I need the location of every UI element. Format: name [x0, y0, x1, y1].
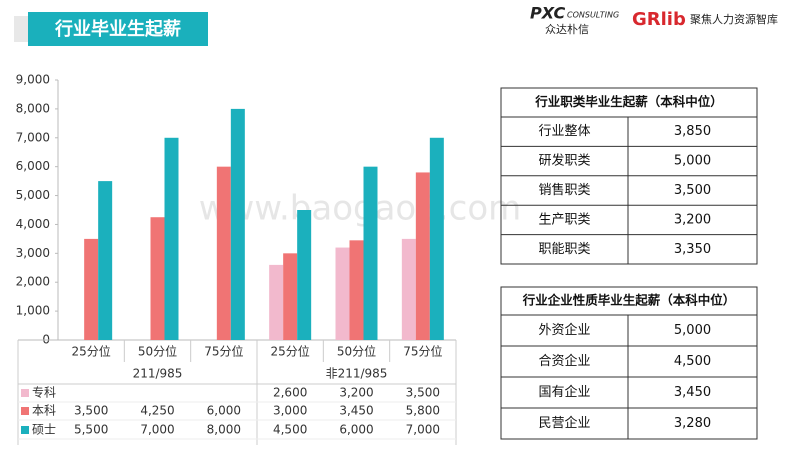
table-cell: 3,450: [674, 385, 711, 400]
page-title: 行业毕业生起薪: [54, 18, 181, 40]
bar: [98, 181, 113, 340]
data-label: 8,000: [207, 423, 241, 437]
data-label: 4,500: [273, 423, 307, 437]
data-label: 3,200: [339, 386, 373, 400]
data-label: 4,250: [140, 404, 174, 418]
table-title: 行业企业性质毕业生起薪（本科中位）: [522, 293, 736, 308]
logo-text: 众达朴信: [545, 22, 589, 36]
x-tick-label: 50分位: [138, 344, 177, 359]
table-title: 行业职类毕业生起薪（本科中位）: [534, 94, 723, 109]
logo-text: 聚焦人力资源智库: [690, 12, 778, 26]
table-cell: 研发职类: [538, 153, 590, 169]
bar: [150, 217, 165, 340]
table-cell: 3,850: [674, 124, 711, 139]
y-tick-label: 4,000: [16, 217, 50, 231]
legend-swatch: [21, 389, 29, 397]
table-cell: 生产职类: [538, 212, 590, 227]
group-label: 211/985: [133, 367, 183, 381]
table-border: [500, 286, 758, 440]
legend-label: 专科: [32, 385, 56, 400]
bar: [349, 240, 364, 340]
bar: [164, 137, 179, 340]
bar: [401, 238, 416, 340]
table-cell: 4,500: [674, 354, 711, 369]
table-cell: 3,280: [674, 416, 711, 431]
legend-swatch: [21, 426, 29, 434]
x-tick-label: 75分位: [204, 344, 243, 359]
x-tick-label: 25分位: [72, 344, 111, 359]
bar: [230, 108, 245, 340]
x-tick-label: 25分位: [271, 344, 310, 359]
data-label: 6,000: [207, 404, 241, 418]
table-cell: 职能职类: [538, 242, 590, 257]
table-cell: 销售职类: [538, 182, 590, 198]
table-cell: 合资企业: [538, 353, 590, 369]
group-label: 非211/985: [326, 367, 388, 381]
y-tick-label: 6,000: [16, 159, 50, 173]
table-cell: 3,350: [674, 242, 711, 257]
bar: [283, 253, 298, 340]
watermark: www.baogao8.com: [199, 189, 522, 229]
table-cell: 3,500: [674, 183, 711, 198]
data-label: 2,600: [273, 386, 307, 400]
table-cell: 3,200: [674, 212, 711, 227]
legend-label: 硕士: [32, 423, 56, 437]
bar: [297, 210, 312, 340]
data-label: 5,500: [74, 423, 108, 437]
bar: [335, 247, 350, 340]
data-label: 3,500: [74, 404, 108, 418]
bar: [269, 264, 284, 340]
y-tick-label: 1,000: [16, 304, 50, 318]
logo-text: CONSULTING: [567, 11, 619, 20]
table-cell: 国有企业: [538, 384, 590, 400]
x-tick-label: 50分位: [337, 344, 376, 359]
bar: [363, 166, 378, 340]
table-cell: 行业整体: [538, 124, 590, 139]
legend-swatch: [21, 407, 29, 415]
data-label: 3,450: [339, 404, 373, 418]
data-label: 7,000: [140, 423, 174, 437]
logo-text: PXC: [530, 4, 565, 23]
data-label: 5,800: [406, 404, 440, 418]
table-cell: 外资企业: [538, 322, 590, 338]
y-tick-label: 2,000: [16, 275, 50, 289]
table-cell: 5,000: [674, 323, 711, 338]
data-label: 7,000: [406, 423, 440, 437]
title-banner: [28, 12, 208, 46]
table-cell: 民营企业: [538, 415, 590, 431]
table-cell: 5,000: [674, 154, 711, 169]
logo-text: GRlib: [632, 9, 686, 30]
y-tick-label: 8,000: [16, 101, 50, 115]
bar: [415, 172, 430, 340]
bar: [429, 137, 444, 340]
y-tick-label: 9,000: [16, 73, 50, 87]
data-label: 3,500: [406, 386, 440, 400]
banner-tab: [14, 16, 28, 42]
legend-label: 本科: [32, 404, 56, 418]
bar: [84, 238, 99, 340]
x-tick-label: 75分位: [403, 344, 442, 359]
y-tick-label: 7,000: [16, 130, 50, 144]
y-tick-label: 5,000: [16, 188, 50, 202]
y-tick-label: 3,000: [16, 246, 50, 260]
bar: [216, 166, 231, 340]
data-label: 6,000: [339, 423, 373, 437]
data-label: 3,000: [273, 404, 307, 418]
